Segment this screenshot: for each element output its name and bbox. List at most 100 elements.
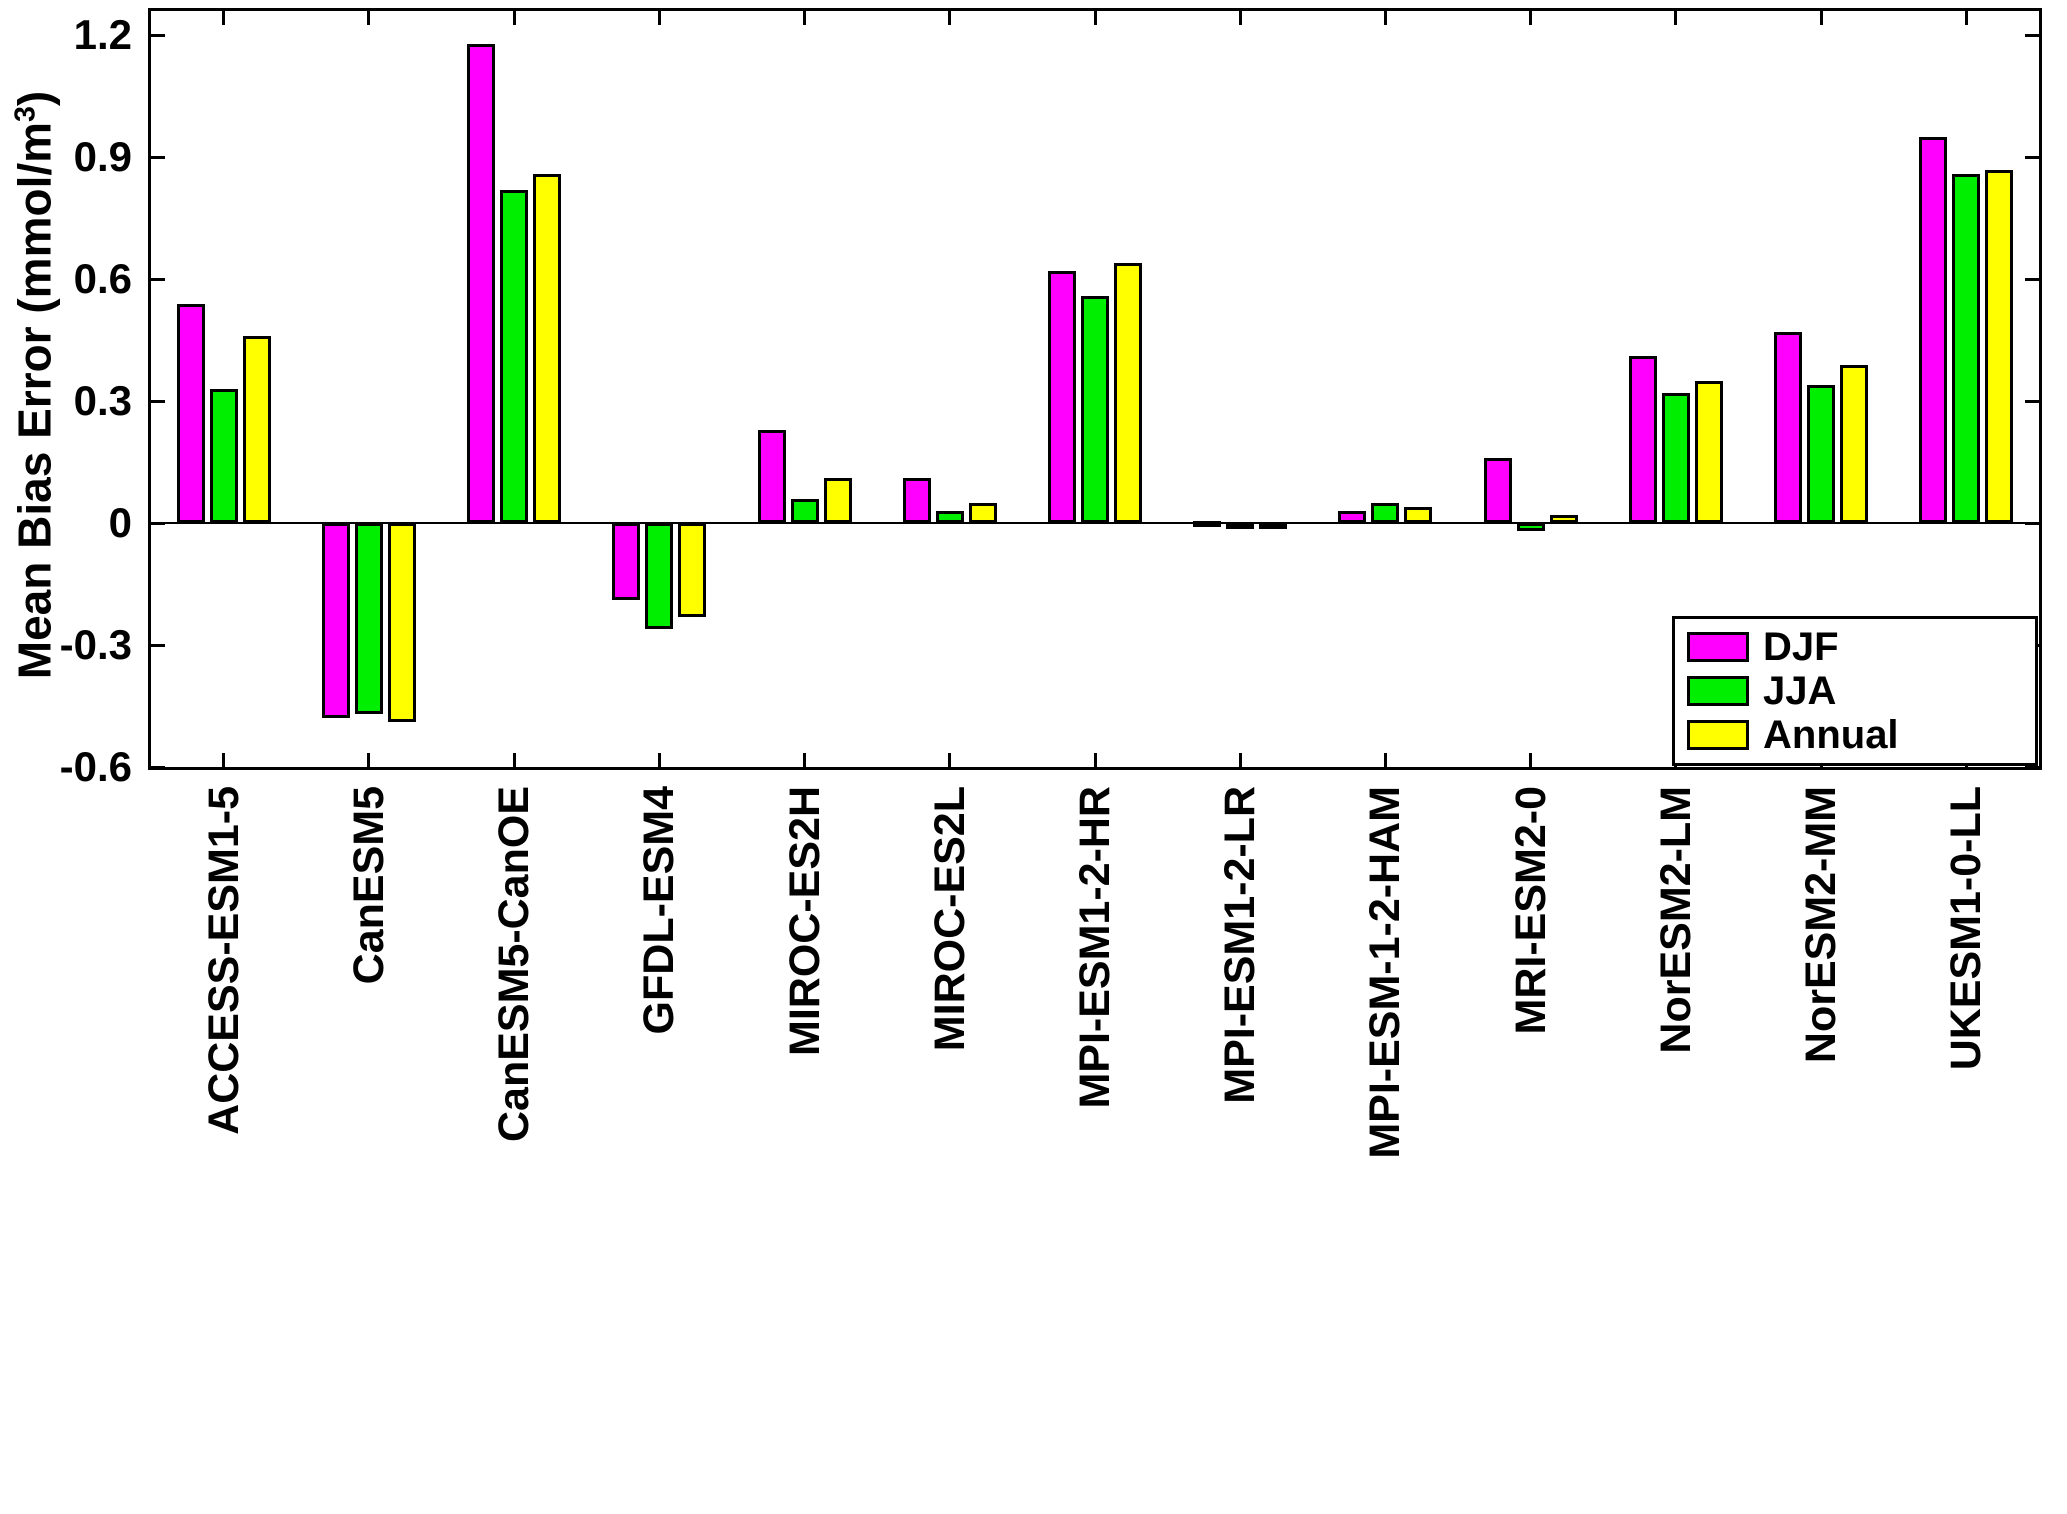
bar-jja-mpi-esm-1-2-ham [1371, 502, 1400, 524]
bar-jja-noresm2-mm [1807, 384, 1836, 524]
legend-swatch-jja [1687, 676, 1749, 706]
bar-annual-noresm2-lm [1694, 380, 1723, 524]
y-tick-right [2025, 33, 2039, 37]
x-tick-label: GFDL-ESM4 [635, 786, 684, 1035]
y-axis-label-superscript: 3 [9, 106, 42, 122]
bar-jja-canesm5-canoe [500, 189, 529, 524]
x-tick-label: MPI-ESM1-2-HR [1071, 786, 1119, 1109]
bar-annual-noresm2-mm [1840, 364, 1869, 524]
bar-djf-mpi-esm1-2-hr [1048, 271, 1076, 524]
bar-jja-noresm2-lm [1661, 393, 1690, 524]
y-tick-label: -0.3 [59, 621, 132, 669]
y-tick-label: 0 [108, 499, 132, 547]
x-tick-bottom [367, 753, 371, 767]
x-tick-bottom [1093, 753, 1097, 767]
x-tick-top [512, 11, 516, 25]
bar-jja-access-esm1-5 [209, 389, 238, 524]
x-tick-bottom [657, 753, 661, 767]
x-tick-label: MIROC-ES2L [925, 786, 974, 1052]
x-tick-label: UKESM1-0-LL [1942, 786, 1991, 1071]
x-tick-bottom [1529, 753, 1533, 767]
legend-item-djf: DJF [1687, 626, 2023, 668]
y-tick-label: 0.9 [73, 133, 132, 181]
bar-jja-gfdl-esm4 [645, 523, 674, 629]
bar-annual-mpi-esm1-2-hr [1114, 263, 1142, 524]
y-tick-right [2025, 765, 2039, 769]
bar-jja-canesm5 [354, 523, 383, 715]
legend-item-jja: JJA [1687, 670, 2023, 712]
x-tick-top [1674, 11, 1678, 25]
y-tick-left [151, 33, 165, 37]
bar-annual-mri-esm2-0 [1549, 515, 1578, 524]
zero-baseline [151, 522, 2039, 525]
bar-jja-miroc-es2l [935, 510, 964, 524]
y-tick-left [151, 765, 165, 769]
legend-swatch-djf [1687, 632, 1749, 662]
bar-djf-miroc-es2l [902, 478, 931, 524]
x-tick-top [1529, 11, 1533, 25]
x-tick-label: MRI-ESM2-0 [1506, 786, 1555, 1035]
x-tick-label: CanESM5 [344, 786, 393, 985]
y-tick-right [2025, 399, 2039, 403]
x-tick-top [1819, 11, 1823, 25]
x-tick-bottom [512, 753, 516, 767]
x-tick-top [1238, 11, 1242, 25]
bar-annual-gfdl-esm4 [678, 523, 707, 617]
legend-label-annual: Annual [1763, 713, 1899, 757]
bar-annual-ukesm1-0-ll [1985, 169, 2014, 524]
x-tick-label: NorESM2-MM [1797, 786, 1846, 1064]
bar-annual-mpi-esm-1-2-ham [1404, 506, 1433, 524]
bar-djf-mpi-esm-1-2-ham [1338, 510, 1367, 524]
y-tick-label: 1.2 [73, 11, 132, 59]
plot-area [148, 8, 2042, 770]
bar-djf-canesm5 [321, 523, 350, 719]
legend-swatch-annual [1687, 720, 1749, 750]
x-tick-label: MIROC-ES2H [780, 786, 829, 1056]
y-tick-left [151, 643, 165, 647]
bar-djf-access-esm1-5 [176, 303, 205, 524]
x-tick-label: ACCESS-ESM1-5 [199, 786, 248, 1135]
bar-djf-noresm2-lm [1628, 356, 1657, 524]
x-tick-top [803, 11, 807, 25]
x-tick-top [1964, 11, 1968, 25]
x-tick-bottom [222, 753, 226, 767]
x-tick-top [1383, 11, 1387, 25]
x-tick-top [657, 11, 661, 25]
bar-annual-miroc-es2l [968, 502, 997, 524]
legend-label-jja: JJA [1763, 669, 1837, 713]
bar-annual-canesm5-canoe [533, 173, 562, 524]
bar-djf-gfdl-esm4 [612, 523, 641, 601]
bar-jja-ukesm1-0-ll [1952, 173, 1981, 524]
y-tick-right [2025, 277, 2039, 281]
bar-annual-canesm5 [387, 523, 416, 723]
x-tick-bottom [803, 753, 807, 767]
y-tick-left [151, 277, 165, 281]
y-tick-left [151, 155, 165, 159]
y-tick-label: 0.3 [73, 377, 132, 425]
bar-jja-mpi-esm1-2-hr [1081, 295, 1109, 524]
x-tick-label: MPI-ESM1-2-LR [1216, 786, 1265, 1104]
x-tick-label: CanESM5-CanOE [490, 786, 539, 1143]
y-axis-label-suffix: ) [8, 90, 61, 107]
bar-jja-mpi-esm1-2-lr [1226, 523, 1255, 530]
bar-djf-ukesm1-0-ll [1919, 137, 1948, 524]
legend-item-annual: Annual [1687, 714, 2023, 756]
x-tick-top [948, 11, 952, 25]
y-tick-left [151, 399, 165, 403]
x-tick-top [222, 11, 226, 25]
y-tick-right [2025, 521, 2039, 525]
x-tick-label: NorESM2-LM [1651, 786, 1700, 1054]
bar-djf-miroc-es2h [757, 429, 786, 524]
x-tick-top [1093, 11, 1097, 25]
x-tick-bottom [948, 753, 952, 767]
x-tick-top [367, 11, 371, 25]
bar-djf-mpi-esm1-2-lr [1193, 521, 1222, 528]
y-tick-label: 0.6 [73, 255, 132, 303]
bar-djf-mri-esm2-0 [1483, 458, 1512, 524]
bar-annual-access-esm1-5 [242, 336, 271, 524]
bar-djf-noresm2-mm [1774, 332, 1803, 524]
bar-annual-mpi-esm1-2-lr [1259, 523, 1288, 530]
bar-annual-miroc-es2h [823, 478, 852, 524]
bar-jja-miroc-es2h [790, 498, 819, 524]
